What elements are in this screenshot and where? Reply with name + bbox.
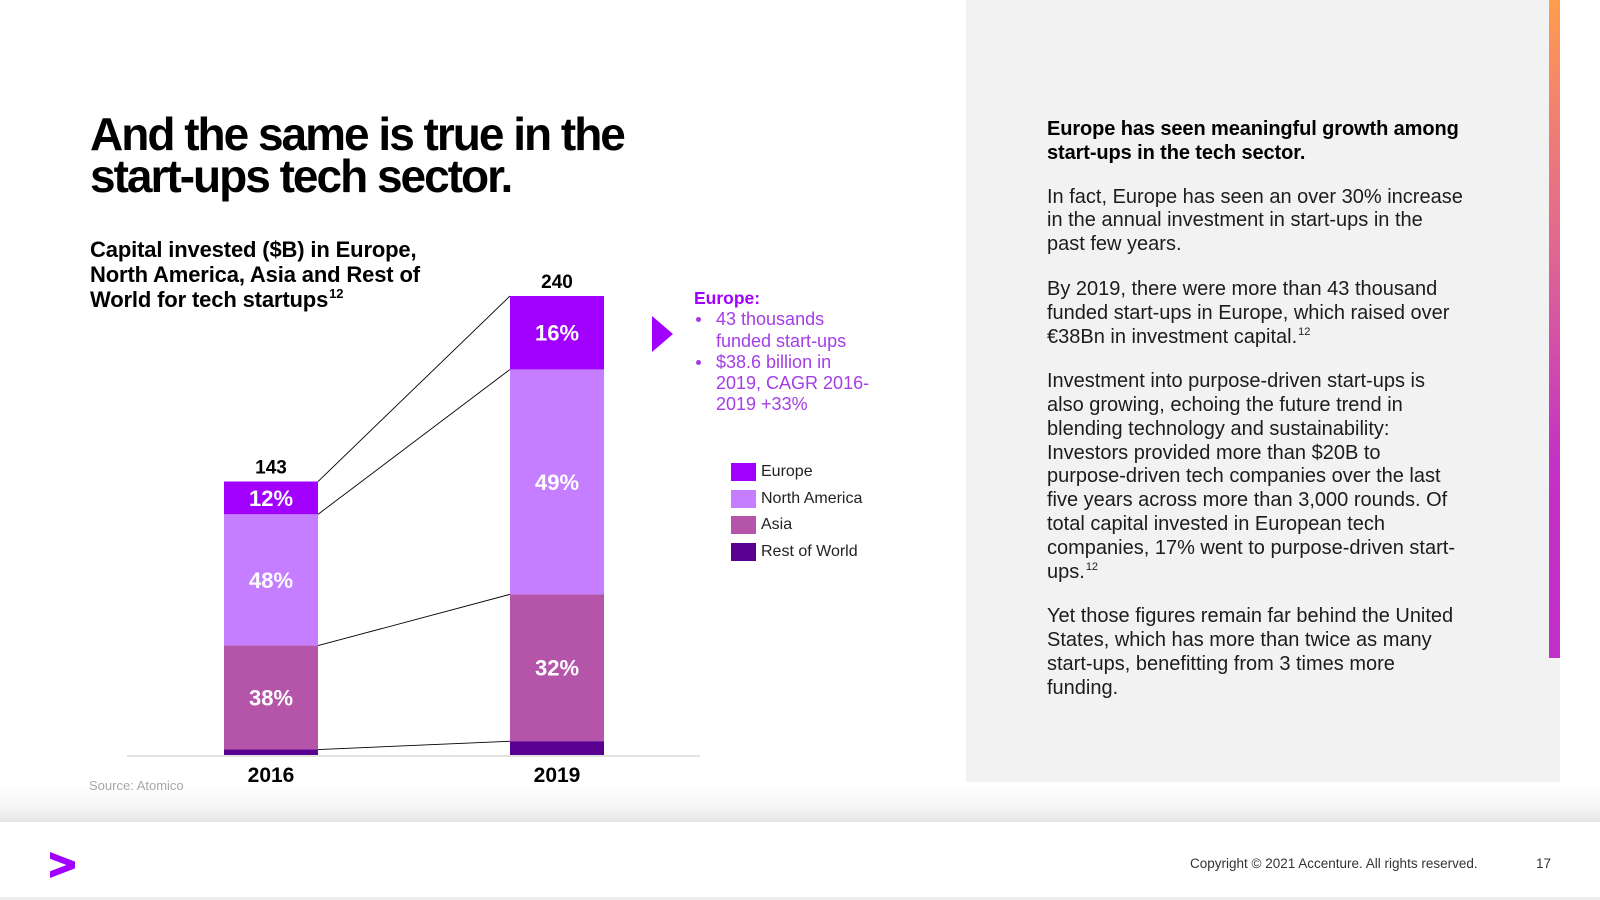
bar-segment-2019-europe [510, 296, 604, 370]
bar-segment-2016-north-america [224, 514, 318, 646]
accent-gradient-bar [1549, 0, 1560, 658]
bullet-icon [696, 359, 701, 365]
bar-segment-2019-rest-of-world [510, 741, 604, 755]
page-number: 17 [1536, 856, 1552, 871]
segment-label: 32% [535, 656, 579, 681]
accenture-logo-icon [50, 852, 75, 878]
info-paragraph: By 2019, there were more than 43 thousan… [1047, 277, 1450, 348]
annotation-bullet: 43 thousands funded start-ups [694, 309, 869, 352]
connector-line-asia [317, 593, 511, 647]
annotation-heading: Europe: [694, 288, 761, 308]
connector-line-rest-of-world [317, 740, 511, 750]
legend-swatch-rest-of-world [731, 543, 756, 562]
info-panel [966, 0, 1560, 782]
footer-divider [0, 897, 1600, 900]
footnote-ref: 12 [329, 286, 344, 301]
stacked-bar-chart: 12% 48% 38% 143 2016 16% 49% 32% 240 2019 [127, 272, 700, 787]
segment-label: 49% [535, 470, 579, 495]
legend-swatch-europe [731, 463, 756, 481]
bars [224, 296, 604, 755]
bar-segment-2016-asia [224, 645, 318, 750]
legend-label: North America [761, 489, 863, 507]
legend-swatch-asia [731, 516, 756, 535]
chart-labels: 12% 48% 38% 143 2016 16% 49% 32% 240 2019 [248, 272, 581, 787]
bar-segment-2019-north-america [510, 369, 604, 595]
segment-label: 38% [249, 685, 293, 710]
total-label: 240 [541, 272, 573, 293]
legend-label: Rest of World [761, 543, 858, 561]
legend-label: Asia [761, 516, 793, 534]
total-label: 143 [255, 458, 287, 479]
connector-lines [317, 295, 511, 750]
info-panel-heading: Europe has seen meaningful growth among … [1047, 118, 1459, 164]
category-label: 2016 [248, 764, 295, 787]
category-label: 2019 [534, 764, 581, 787]
segment-label: 48% [249, 568, 293, 593]
slide-shadow [0, 784, 1600, 822]
legend-swatch-north-america [731, 489, 756, 508]
annotation-bullet: $38.6 billion in 2019, CAGR 2016- 2019 +… [694, 352, 869, 416]
segment-label: 12% [249, 486, 293, 511]
footnote-ref: 12 [1085, 561, 1099, 574]
segment-label: 16% [535, 321, 579, 346]
bar-segment-2016-europe [224, 481, 318, 515]
legend-label: Europe [761, 463, 813, 480]
triangle-right-icon [652, 316, 673, 352]
info-paragraph: Investment into purpose-driven start-ups… [1047, 369, 1455, 584]
info-paragraph: Yet those figures remain far behind the … [1047, 605, 1454, 700]
x-axis-baseline [127, 755, 700, 757]
bar-segment-2016-rest-of-world [224, 749, 318, 755]
footer [0, 822, 1600, 897]
footnote-ref: 12 [1298, 325, 1311, 338]
info-panel-text: Europe has seen meaningful growth among … [1047, 118, 1527, 701]
connector-line-europe [317, 295, 511, 482]
bar-segment-2019-asia [510, 594, 604, 742]
info-paragraph: In fact, Europe has seen an over 30% inc… [1047, 185, 1463, 256]
slide-title: And the same is true in the start-ups te… [90, 108, 626, 202]
connector-line-north-america [317, 369, 511, 515]
copyright-text: Copyright © 2021 Accenture. All rights r… [1190, 856, 1478, 871]
source-note: Source: Atomico [89, 778, 184, 794]
europe-annotation: Europe: 43 thousands funded start-ups $3… [694, 288, 869, 416]
chart-title: Capital invested ($B) in Europe, North A… [90, 237, 420, 312]
bullet-icon [696, 317, 701, 323]
